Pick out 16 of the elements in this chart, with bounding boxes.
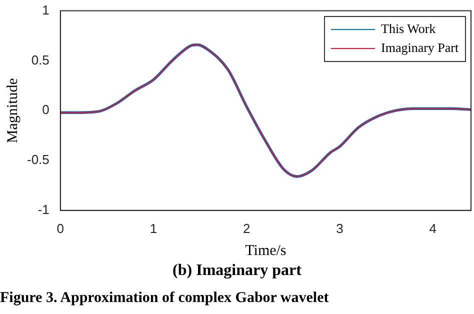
y-tick-label: -1 (38, 202, 50, 217)
y-tick-label: -0.5 (26, 152, 50, 168)
x-tick-label: 2 (242, 220, 250, 236)
x-axis-title: Time/s (245, 242, 286, 259)
x-tick-label: 1 (150, 220, 158, 236)
y-tick-label: 1 (42, 2, 50, 18)
y-axis-title: Magnitude (4, 78, 21, 144)
x-tick-label: 0 (56, 220, 64, 236)
legend-label: Imaginary Part (380, 39, 459, 58)
y-tick-label: 0 (42, 102, 50, 118)
caption: Figure 3. Approximation of complex Gabor wavelet (0, 290, 329, 307)
text: (b) Imaginary part (172, 262, 302, 280)
x-tick-label: 3 (336, 220, 344, 236)
legend-label: This Work (380, 20, 437, 38)
x-tick-label: 4 (429, 220, 436, 236)
y-tick-label: 0.5 (31, 52, 50, 68)
